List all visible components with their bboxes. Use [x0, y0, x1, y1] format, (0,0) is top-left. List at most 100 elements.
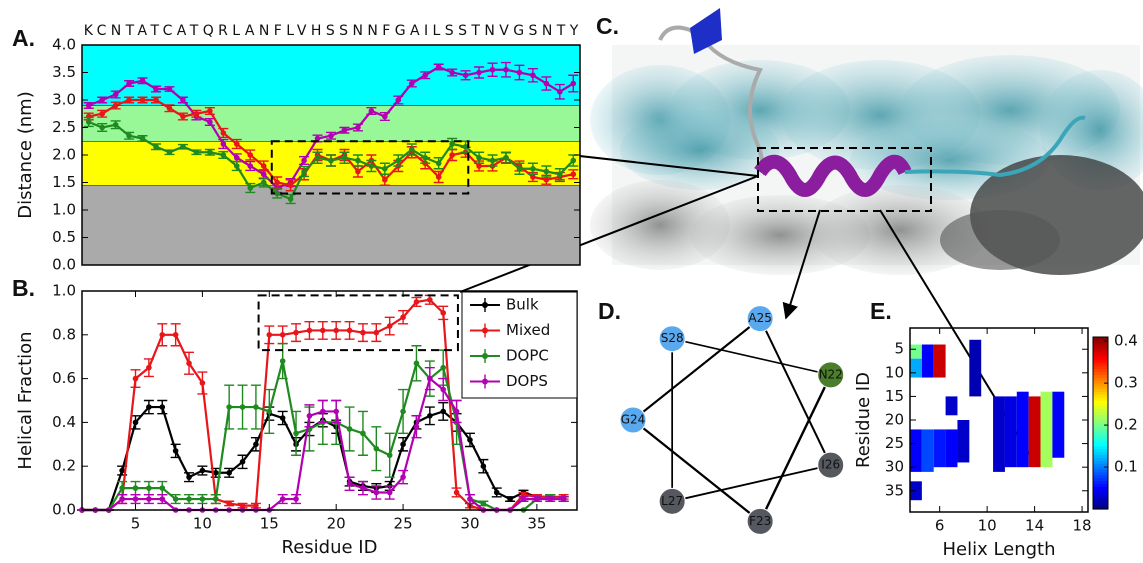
data-point [247, 185, 253, 191]
panel-label: E. [870, 298, 892, 324]
data-point [414, 299, 420, 305]
colorbar-label: 0.1 [1114, 458, 1138, 476]
data-point [153, 97, 159, 103]
data-point [436, 174, 442, 180]
data-point [427, 376, 433, 382]
heatmap-cell [1029, 396, 1041, 467]
residue-label: N22 [819, 367, 843, 381]
panel-label: C. [596, 13, 619, 39]
y-tick-label: 3.5 [52, 63, 76, 81]
data-point [427, 413, 433, 419]
data-point [266, 332, 272, 338]
data-point [274, 180, 280, 186]
y-tick-label: 15 [885, 387, 904, 405]
data-point [207, 108, 213, 114]
data-point [476, 155, 482, 161]
data-point [280, 332, 286, 338]
x-tick-label: 6 [935, 517, 945, 535]
data-point [159, 404, 165, 410]
data-point [454, 490, 460, 496]
data-point [347, 426, 353, 432]
data-point [221, 130, 227, 136]
data-point [436, 64, 442, 70]
data-point [400, 442, 406, 448]
data-point [266, 409, 272, 415]
data-point [307, 328, 313, 334]
y-tick-label: 2.0 [52, 146, 76, 164]
y-tick-label: 0.4 [52, 413, 76, 431]
data-point [360, 330, 366, 336]
heatmap-cell [957, 420, 969, 462]
data-point [213, 496, 219, 502]
data-point [194, 111, 200, 117]
residue-label: A25 [748, 311, 771, 325]
y-axis-label: Residue ID [853, 372, 874, 468]
heatmap-cell [1017, 392, 1029, 467]
data-point [240, 404, 246, 410]
data-point [159, 496, 165, 502]
data-point [534, 496, 540, 502]
data-point [374, 330, 380, 336]
data-point [463, 72, 469, 78]
data-point [320, 328, 326, 334]
data-point [387, 490, 393, 496]
y-tick-label: 10 [885, 363, 904, 381]
data-point [234, 163, 240, 169]
heatmap-cell [910, 359, 922, 378]
panel-label: D. [598, 298, 621, 324]
heatmap-cell [993, 396, 1005, 471]
y-tick-label: 2.5 [52, 118, 76, 136]
data-point [476, 163, 482, 169]
y-axis-label: Helical Fraction [15, 331, 36, 469]
data-point [400, 474, 406, 480]
sequence: KCNTATCATQRLANFLVHSSNNFGAILSSTNVGSNTY [84, 23, 579, 39]
data-point [180, 144, 186, 150]
data-point [307, 413, 313, 419]
data-point [200, 496, 206, 502]
residue-label: S28 [661, 331, 684, 345]
data-point [240, 459, 246, 465]
data-point [449, 70, 455, 76]
data-point [409, 81, 415, 87]
data-point [167, 86, 173, 92]
data-point [544, 169, 550, 175]
heatmap-cell [910, 429, 922, 471]
heatmap-cell [1005, 396, 1017, 467]
data-point [333, 409, 339, 415]
data-point [86, 103, 92, 109]
colorbar-label: 0.3 [1114, 374, 1138, 392]
data-point [99, 111, 105, 117]
data-point [261, 171, 267, 177]
data-point [180, 97, 186, 103]
data-point [253, 442, 259, 448]
data-point [253, 404, 259, 410]
data-point [247, 163, 253, 169]
data-point [374, 490, 380, 496]
data-point [530, 166, 536, 172]
data-point [320, 409, 326, 415]
data-point [99, 97, 105, 103]
x-tick-label: 30 [460, 515, 479, 533]
legend-label: DOPS [506, 372, 548, 390]
membrane-image [590, 8, 1143, 275]
data-point [530, 72, 536, 78]
data-point [167, 105, 173, 111]
data-point [544, 81, 550, 87]
data-point [226, 404, 232, 410]
x-tick-label: 15 [260, 515, 279, 533]
heatmap-cell [946, 429, 958, 467]
data-point [422, 155, 428, 161]
data-point [113, 92, 119, 98]
y-tick-label: 0.5 [52, 228, 76, 246]
data-point [387, 323, 393, 329]
data-point [409, 147, 415, 153]
residue-label: I26 [821, 458, 840, 472]
data-point [476, 70, 482, 76]
data-point [186, 496, 192, 502]
data-point [369, 163, 375, 169]
x-tick-label: 25 [394, 515, 413, 533]
heatmap-cell [922, 429, 934, 471]
y-tick-label: 30 [885, 458, 904, 476]
data-point [557, 89, 563, 95]
data-point [570, 81, 576, 87]
